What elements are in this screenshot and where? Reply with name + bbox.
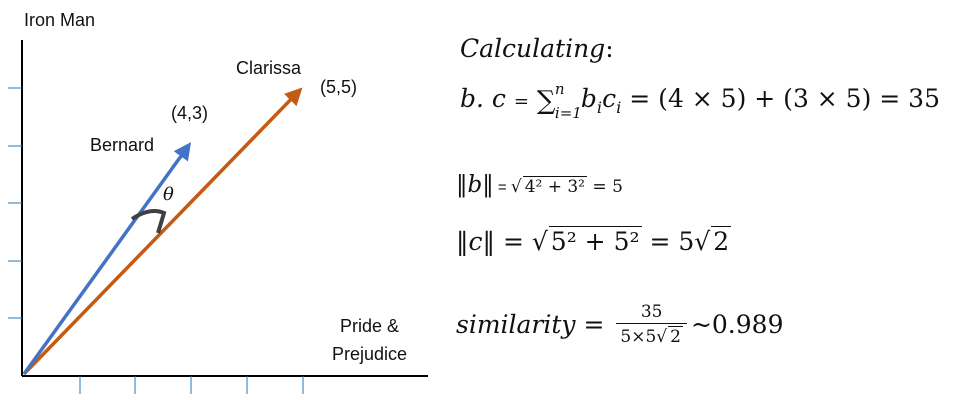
y-axis-ticks: [8, 87, 22, 319]
sum-term-c-sub: i: [616, 98, 622, 117]
sum-term-c: c: [602, 84, 617, 113]
sum-term-b-sub: i: [596, 98, 603, 117]
y-axis-label: Iron Man: [24, 10, 96, 30]
vector-clarissa: [22, 87, 303, 376]
norm-c-radicand: 5² + 5²: [548, 226, 642, 256]
vector-coord-bernard: (4,3): [171, 103, 209, 123]
norm-c-mid: = 5: [641, 227, 695, 256]
norm-b-result: = 5: [587, 177, 623, 197]
sqrt-symbol: √: [510, 177, 522, 197]
dot-lhs: b. c: [460, 84, 506, 113]
angle-label: θ: [163, 184, 174, 205]
heading-calculating: Calculating:: [460, 34, 614, 63]
norm-c-radicand2: 2: [711, 226, 732, 256]
sqrt-symbol: √: [694, 227, 711, 256]
vector-bernard: [22, 142, 192, 376]
similarity-equation: similarity = 35 5×5√ 2 ~0.989: [456, 302, 783, 347]
similarity-fraction: 35 5×5√ 2: [616, 302, 687, 347]
norm-b-radicand: 4² + 3²: [522, 176, 588, 197]
sum-lower: i=1: [554, 103, 582, 122]
x-axis-label-line1: Pride &: [340, 316, 400, 336]
similarity-result: ~0.989: [690, 310, 784, 339]
norm-c-lhs: ‖c‖: [456, 227, 496, 256]
dot-eq: =: [513, 91, 529, 112]
x-axis-label-line2: Prejudice: [332, 344, 408, 364]
sqrt-symbol: √: [656, 327, 668, 347]
vector-coord-clarissa: (5,5): [320, 77, 358, 97]
norm-c-equation: ‖c‖ = √ 5² + 5² = 5√ 2: [456, 226, 732, 256]
summation: ∑ n i=1: [537, 80, 582, 122]
sum-upper: n: [554, 79, 565, 98]
fraction-den-prefix: 5×5: [620, 327, 657, 347]
dot-expansion: = (4 × 5) + (3 × 5) = 35: [621, 84, 940, 113]
vector-diagram: [8, 40, 428, 394]
similarity-lhs: similarity: [456, 310, 576, 339]
angle-arc: [130, 209, 167, 234]
sqrt-symbol: √: [531, 227, 548, 256]
vector-label-clarissa: Clarissa: [236, 58, 302, 78]
sum-term-b: b: [580, 84, 597, 113]
norm-b-lhs: ‖b‖: [456, 172, 494, 198]
vector-label-bernard: Bernard: [90, 135, 155, 155]
fraction-numerator: 35: [640, 302, 663, 322]
heading-text: Calculating: [460, 34, 606, 63]
norm-b-equation: ‖b‖ = √ 4² + 3² = 5: [456, 172, 623, 198]
sigma-symbol: ∑: [536, 85, 556, 116]
dot-product-equation: b. c = ∑ n i=1 bici = (4 × 5) + (3 × 5) …: [460, 80, 940, 122]
fraction-den-radicand: 2: [668, 326, 683, 347]
similarity-eq: =: [575, 310, 613, 339]
norm-c-eq: =: [495, 227, 532, 256]
heading-colon: :: [605, 34, 614, 63]
norm-b-eq: =: [493, 179, 511, 196]
x-axis-ticks: [79, 376, 304, 394]
fraction-denominator: 5×5√ 2: [616, 323, 687, 347]
